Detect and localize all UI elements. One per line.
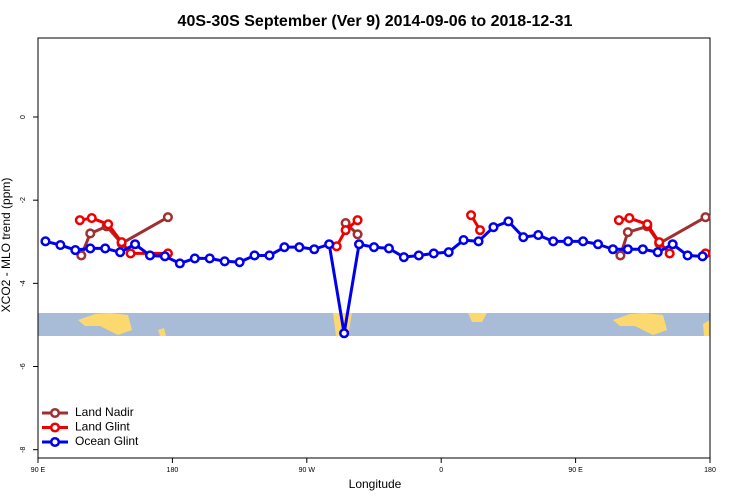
x-tick-label: 180 — [704, 467, 716, 474]
x-tick-label: 180 — [167, 467, 179, 474]
point — [548, 236, 559, 247]
point — [40, 236, 51, 247]
point — [162, 212, 173, 223]
point — [264, 250, 275, 261]
point — [309, 244, 320, 255]
x-axis-label: Longitude — [349, 477, 402, 491]
point — [615, 250, 626, 261]
point — [340, 225, 351, 236]
point — [652, 247, 663, 258]
point — [622, 227, 633, 238]
point — [324, 239, 335, 250]
x-tick-label: 90 E — [31, 467, 46, 474]
point — [294, 242, 305, 253]
point — [578, 236, 589, 247]
point — [654, 237, 665, 248]
point — [249, 250, 260, 261]
point — [116, 237, 127, 248]
y-tick-label: -2 — [20, 197, 27, 203]
point — [204, 253, 215, 264]
point — [488, 222, 499, 233]
point — [613, 215, 624, 226]
point — [413, 250, 424, 261]
point — [125, 248, 136, 259]
legend-marker — [49, 436, 61, 448]
y-axis-label: XCO2 - MLO trend (ppm) — [0, 178, 13, 313]
point — [115, 247, 126, 258]
point — [443, 247, 454, 258]
point — [592, 239, 604, 250]
point — [637, 244, 648, 255]
point — [518, 232, 529, 243]
point — [86, 213, 97, 224]
point — [352, 229, 363, 240]
point — [130, 239, 141, 250]
legend-marker — [49, 422, 61, 433]
point — [159, 251, 170, 262]
point — [682, 250, 693, 261]
point — [622, 244, 633, 255]
x-tick-label: 90 E — [568, 467, 583, 474]
point — [533, 230, 544, 241]
point — [354, 239, 365, 250]
point — [368, 242, 380, 253]
point — [144, 250, 156, 261]
y-tick-label: -6 — [20, 363, 27, 369]
point — [234, 257, 245, 268]
legend-label: Land Nadir — [75, 405, 134, 419]
point — [428, 248, 439, 259]
point — [174, 258, 185, 269]
chart-title: 40S-30S September (Ver 9) 2014-09-06 to … — [178, 13, 573, 30]
point — [279, 242, 290, 253]
point — [664, 248, 675, 259]
point — [503, 216, 514, 227]
point — [76, 250, 87, 261]
legend-label: Ocean Glint — [75, 434, 139, 448]
map-strip — [38, 313, 710, 336]
point — [74, 215, 85, 226]
point — [700, 212, 711, 223]
point — [85, 228, 96, 239]
point — [667, 239, 678, 250]
x-tick-label: 90 W — [299, 467, 316, 474]
point — [55, 240, 66, 251]
point — [607, 244, 618, 255]
point — [339, 328, 350, 339]
point — [85, 243, 96, 254]
legend-label: Land Glint — [75, 420, 130, 434]
point — [219, 256, 230, 267]
point — [697, 251, 708, 262]
point — [473, 236, 484, 247]
point — [642, 219, 653, 230]
point — [100, 243, 111, 254]
point — [352, 215, 363, 226]
y-tick-label: -4 — [20, 280, 27, 286]
point — [458, 235, 469, 246]
x-tick-label: 0 — [439, 467, 443, 474]
point — [383, 243, 394, 254]
point — [466, 210, 477, 221]
point — [70, 245, 81, 256]
point — [624, 213, 635, 224]
y-tick-label: 0 — [20, 115, 27, 119]
point — [103, 219, 114, 230]
point — [398, 252, 409, 263]
point — [474, 225, 486, 236]
legend-marker — [49, 407, 61, 419]
point — [189, 253, 200, 264]
point — [563, 236, 574, 247]
y-tick-label: -8 — [20, 446, 27, 452]
plot-frame — [37, 37, 711, 459]
